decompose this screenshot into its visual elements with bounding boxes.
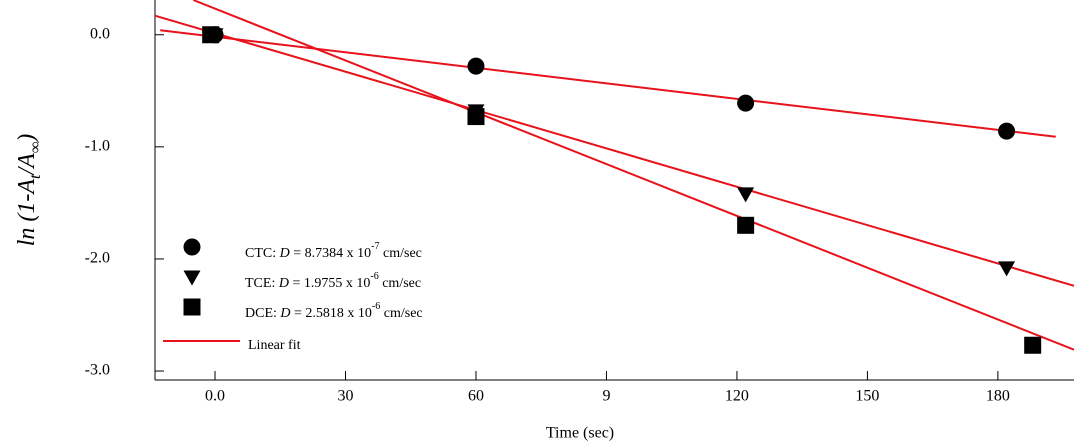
- legend-label-part: DCE:: [245, 306, 280, 321]
- y-label-part: (1-A: [14, 179, 40, 228]
- legend-label-part: D: [279, 246, 290, 261]
- marker-square: [202, 26, 220, 44]
- marker-triangle: [998, 261, 1016, 277]
- y-label-part: /A: [14, 153, 40, 177]
- legend-label-part: cm/sec: [379, 276, 421, 291]
- x-tick-label: 150: [855, 388, 879, 405]
- legend-label-part: -6: [372, 301, 380, 312]
- marker-square: [1024, 336, 1042, 354]
- marker-square: [183, 298, 201, 316]
- fit-line: [192, 0, 1074, 351]
- x-tick-label: 9: [602, 388, 610, 405]
- marker-triangle: [737, 187, 755, 203]
- legend-label-part: = 8.7384 x 10: [290, 246, 371, 261]
- legend-label: CTC: D = 8.7384 x 10-7 cm/sec: [245, 241, 422, 261]
- marker-triangle: [183, 270, 201, 286]
- y-tick-label: -1.0: [85, 138, 110, 155]
- y-axis-label: ln (1-At/A∞): [14, 134, 45, 247]
- y-tick-label: -2.0: [85, 250, 110, 267]
- marker-circle: [737, 94, 755, 112]
- legend-label-part: = 1.9755 x 10: [289, 276, 370, 291]
- marker-circle: [183, 238, 201, 256]
- legend-label: DCE: D = 2.5818 x 10-6 cm/sec: [245, 301, 423, 321]
- y-label-part: ∞: [27, 142, 44, 153]
- y-label-part: t: [27, 174, 44, 179]
- marker-square: [467, 108, 485, 126]
- marker-square: [737, 216, 755, 234]
- legend-label-part: = 2.5818 x 10: [291, 306, 372, 321]
- legend-label-part: -6: [370, 271, 378, 282]
- x-axis-label: Time (sec): [546, 425, 614, 442]
- y-tick-label: -3.0: [85, 362, 110, 379]
- x-tick-label: 180: [986, 388, 1010, 405]
- fit-line: [160, 29, 1056, 138]
- y-label-part: ln: [14, 228, 40, 247]
- x-tick-label: 30: [337, 388, 353, 405]
- y-label-part: ): [14, 134, 40, 144]
- marker-circle: [467, 57, 485, 75]
- fit-line: [154, 14, 1074, 287]
- legend-label-part: D: [279, 306, 290, 321]
- x-tick-label: 120: [725, 388, 749, 405]
- marker-circle: [998, 122, 1016, 140]
- x-tick-label: 0.0: [205, 388, 225, 405]
- legend-label-part: CTC:: [245, 246, 280, 261]
- y-tick-label: 0.0: [90, 25, 110, 42]
- legend-label-part: -7: [371, 241, 379, 252]
- legend-label-part: D: [278, 276, 289, 291]
- legend-label: TCE: D = 1.9755 x 10-6 cm/sec: [245, 271, 421, 291]
- x-tick-label: 60: [468, 388, 484, 405]
- legend-fit-label: Linear fit: [248, 338, 301, 353]
- legend-label-part: TCE:: [245, 276, 279, 291]
- legend-label-part: cm/sec: [380, 246, 422, 261]
- legend-label-part: cm/sec: [380, 306, 422, 321]
